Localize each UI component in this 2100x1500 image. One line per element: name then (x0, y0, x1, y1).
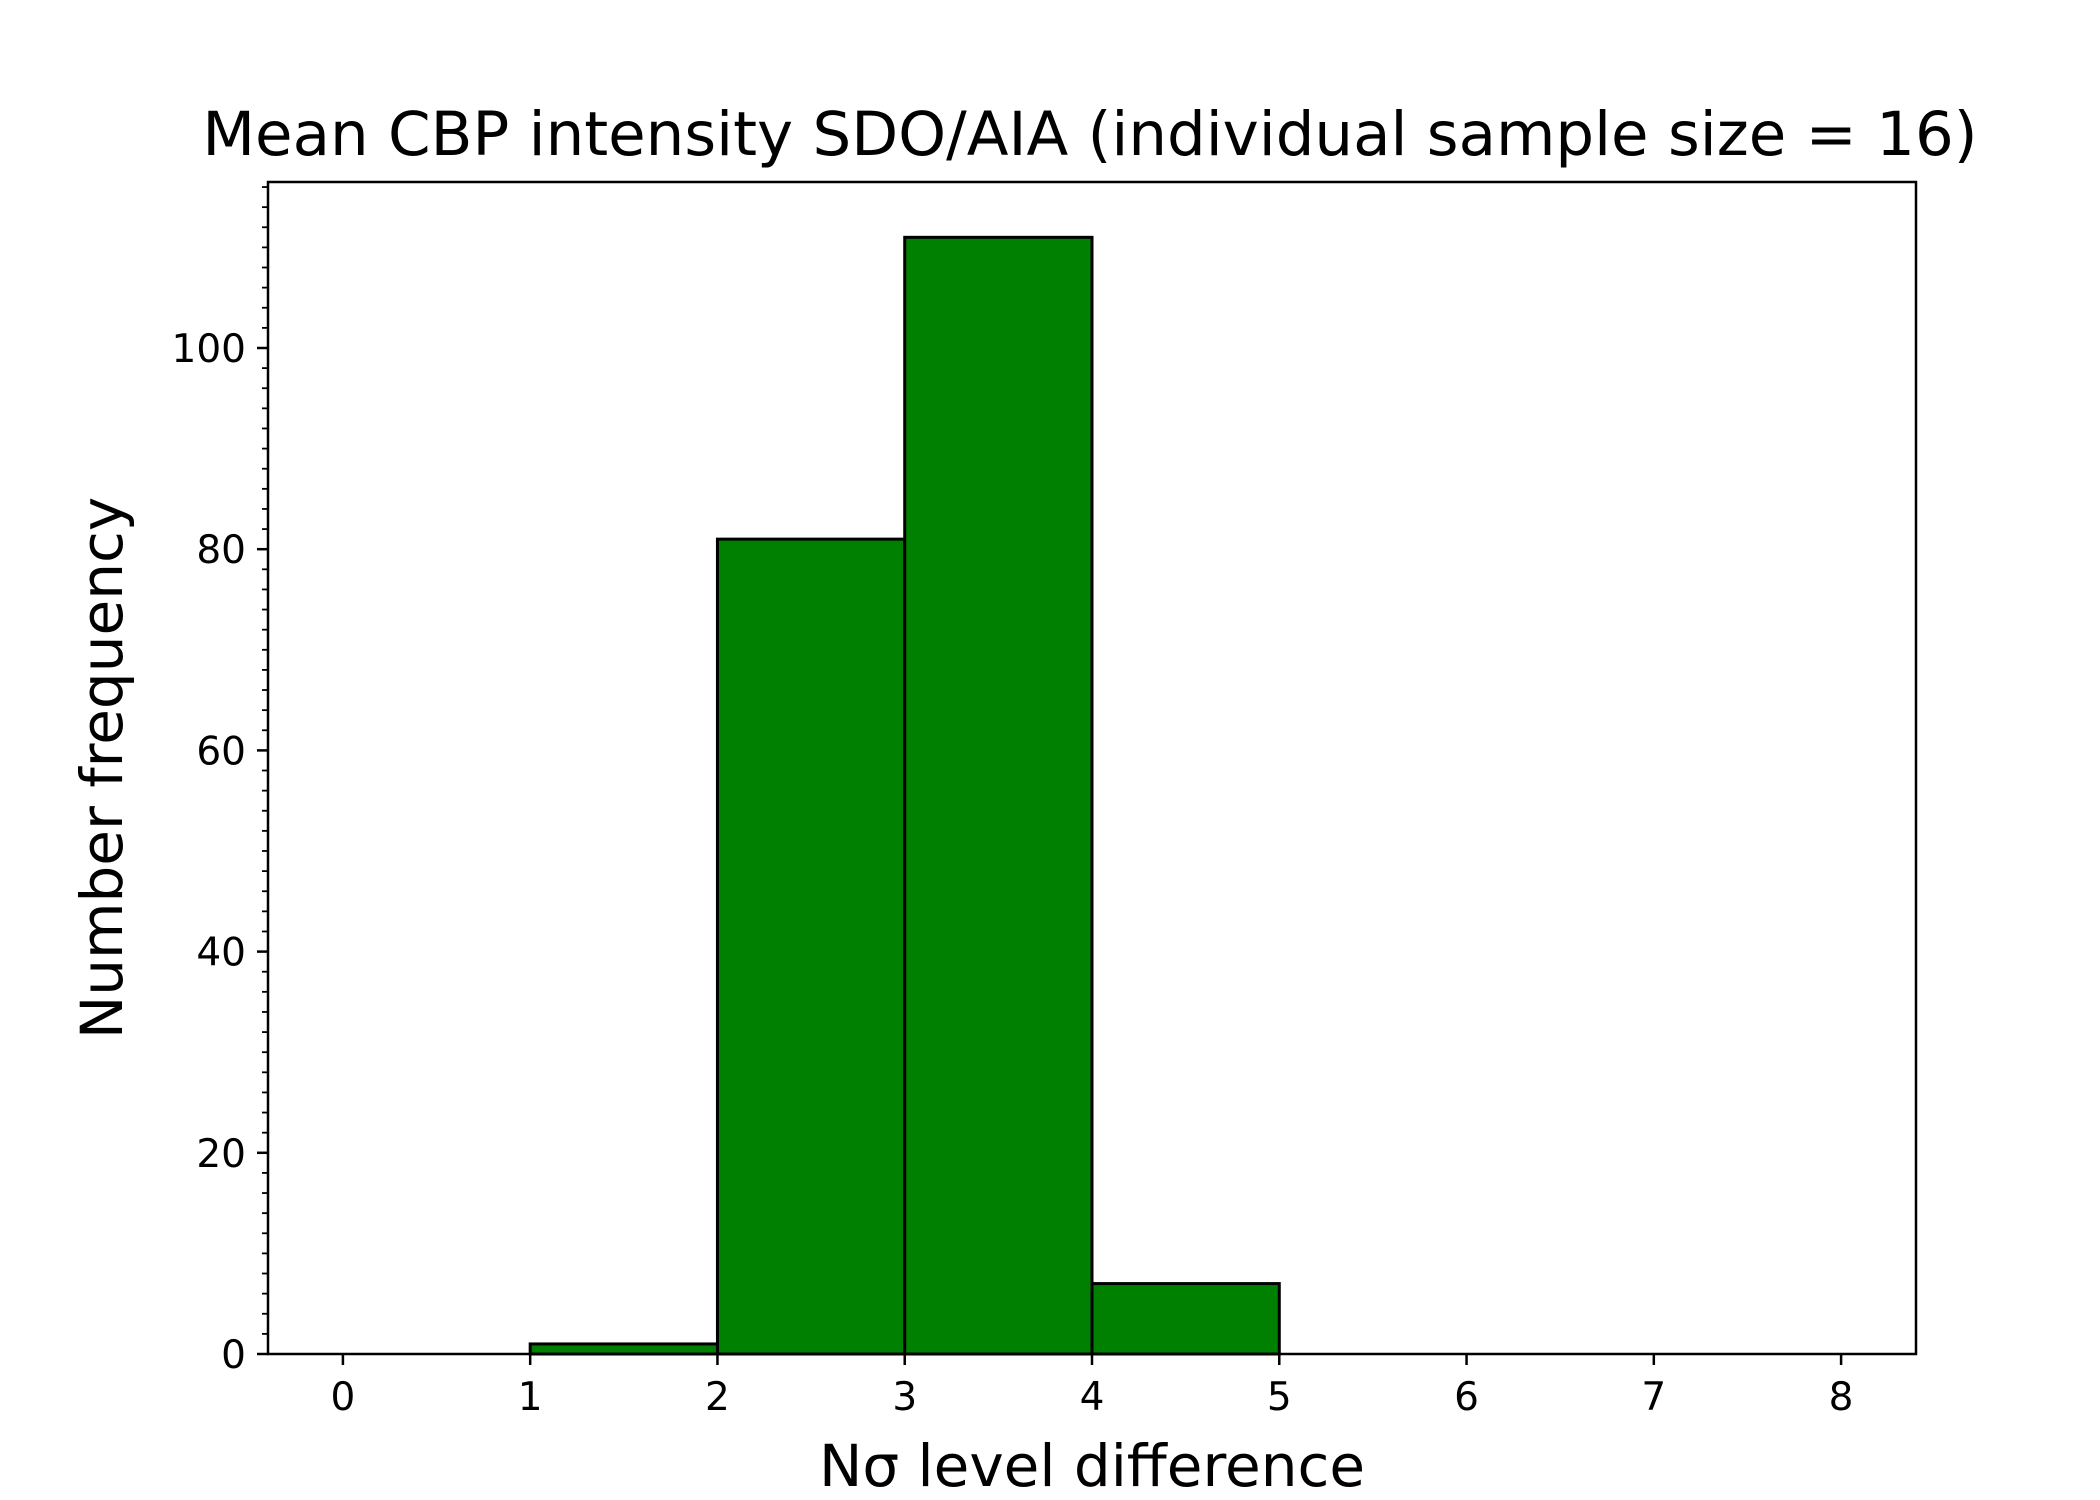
x-tick-label: 7 (1641, 1375, 1666, 1420)
x-axis-ticks: 0 1 2 3 4 5 6 7 8 (330, 1354, 1854, 1420)
bars-group (528, 235, 1281, 1356)
histogram-bar (528, 1342, 719, 1356)
x-tick-label: 5 (1267, 1375, 1292, 1420)
x-tick-label: 8 (1829, 1375, 1854, 1420)
y-axis-label: Number frequency (68, 497, 136, 1039)
histogram-bar (1090, 1282, 1281, 1356)
x-tick-label: 0 (330, 1375, 355, 1420)
x-tick-label: 2 (705, 1375, 730, 1420)
plot-frame (266, 180, 1918, 1356)
y-tick-label: 60 (196, 729, 246, 774)
y-tick-label: 0 (221, 1333, 246, 1378)
x-tick-label: 1 (518, 1375, 543, 1420)
y-tick-label: 20 (196, 1132, 246, 1177)
histogram-bar (715, 537, 907, 1356)
chart-title: Mean CBP intensity SDO/AIA (individual s… (202, 99, 1977, 170)
x-axis-label: Nσ level difference (819, 1432, 1365, 1500)
y-axis-ticks: 0 20 40 60 80 100 (172, 186, 268, 1378)
x-tick-label: 6 (1454, 1375, 1479, 1420)
histogram-bar (903, 235, 1094, 1356)
y-tick-label: 40 (196, 931, 246, 976)
y-tick-label: 100 (172, 327, 246, 372)
x-tick-label: 3 (892, 1375, 917, 1420)
y-tick-label: 80 (196, 528, 246, 573)
x-tick-label: 4 (1080, 1375, 1105, 1420)
